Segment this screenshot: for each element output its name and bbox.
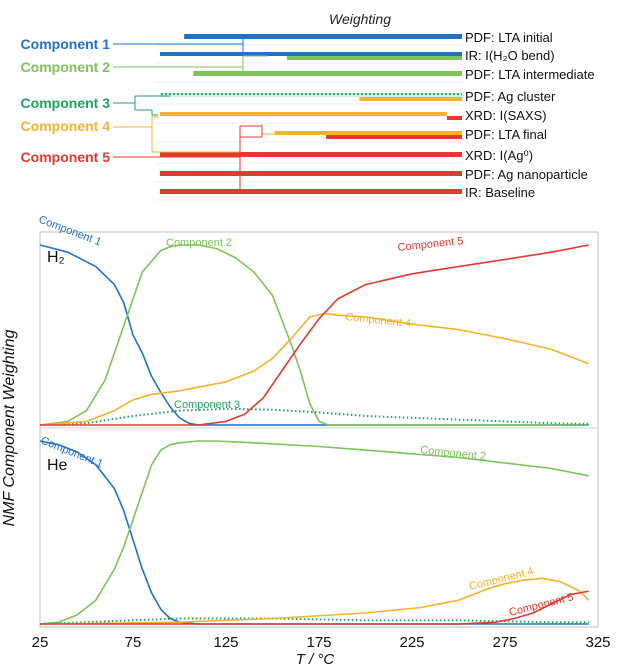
weighting-bar — [286, 56, 462, 60]
component-label: Component 3 — [21, 95, 111, 111]
leaf-label: PDF: LTA initial — [465, 30, 553, 45]
weighting-bar — [160, 93, 462, 97]
leaf-labels: PDF: LTA initial IR: I(H₂O bend) PDF: LTA … — [465, 30, 595, 200]
leaf-label: IR: I(H₂O bend) — [465, 48, 555, 63]
curve-label: Component 5 — [508, 591, 575, 619]
x-tick-label: 75 — [125, 634, 142, 651]
leaf-label: IR: Baseline — [465, 185, 535, 200]
line-chart: Component 1 Component 2 Component 3 Compone… — [1, 214, 611, 667]
weighting-bar — [326, 135, 462, 139]
component-label: Component 2 — [21, 59, 111, 75]
panel-labels: H₂ He — [47, 249, 68, 474]
curve-label: Component 2 — [420, 444, 487, 463]
series-line — [39, 440, 589, 625]
series-line — [39, 244, 589, 426]
series-line — [39, 617, 589, 625]
x-tick-label: 175 — [306, 634, 331, 651]
weighting-bar — [193, 71, 462, 76]
y-axis-label: NMF Component Weighting — [1, 329, 18, 526]
x-tick-label: 275 — [492, 634, 517, 651]
leaf-label: PDF: LTA intermediate — [465, 67, 595, 82]
weighting-bar — [160, 152, 462, 157]
leaf-label: XRD: I(Ag⁰) — [465, 148, 533, 163]
weighting-bar — [446, 116, 462, 120]
tree-branch-component-5 — [113, 125, 262, 190]
weighting-bar — [274, 131, 462, 135]
weighting-bar — [160, 112, 447, 116]
leaf-label: XRD: I(SAXS) — [465, 108, 547, 123]
panel-gas-label: He — [47, 457, 68, 474]
tree-branch-component-3-top — [151, 110, 158, 116]
tree-branch-component-3 — [113, 95, 170, 111]
dendrogram-gridlines — [155, 44, 462, 201]
component-label: Component 1 — [21, 36, 111, 52]
x-tick-label: 125 — [213, 634, 238, 651]
series-layer — [39, 244, 590, 625]
curve-label: Component 4 — [468, 565, 535, 593]
leaf-label: PDF: LTA final — [465, 127, 547, 142]
x-tick-label: 225 — [399, 634, 424, 651]
curve-labels: Component 1 Component 2 Component 3 Compone… — [37, 214, 575, 619]
tree-branch-component-4 — [113, 116, 240, 153]
series-line — [40, 590, 589, 625]
component-labels: Component 1 Component 2 Component 3 Compone… — [21, 36, 111, 165]
plot-frame — [39, 231, 599, 628]
dendrogram-tree — [113, 37, 300, 191]
tree-branch-component-1-split — [242, 37, 270, 55]
series-line — [39, 312, 589, 426]
weighting-bar — [359, 97, 462, 101]
weighting-bar — [184, 34, 462, 39]
x-tick-labels: 25 75 125 175 225 275 325 — [32, 634, 611, 651]
series-line — [39, 244, 589, 426]
curve-label: Component 5 — [397, 235, 464, 254]
series-line — [39, 577, 590, 625]
weighting-bar — [160, 189, 462, 194]
x-tick-label: 325 — [585, 634, 610, 651]
tree-branch-component-5-split — [240, 126, 290, 191]
series-line — [39, 407, 589, 426]
weighting-bar — [160, 52, 462, 56]
plot-border — [39, 231, 599, 628]
panel-2 — [39, 440, 590, 625]
x-tick-label: 25 — [32, 634, 49, 651]
x-axis-label: T / °C — [296, 651, 335, 667]
dendrogram-bars — [160, 34, 462, 194]
weighting-bar — [160, 171, 462, 176]
curve-label: Component 2 — [166, 237, 232, 249]
series-line — [39, 440, 589, 625]
curve-label: Component 3 — [174, 399, 240, 411]
tree-branch-component-2-split — [242, 55, 275, 75]
curve-label: Component 1 — [37, 214, 103, 249]
component-label: Component 4 — [21, 118, 111, 134]
leaf-label: PDF: Ag cluster — [465, 89, 556, 104]
leaf-label: PDF: Ag nanoparticle — [465, 167, 588, 182]
panel-gas-label: H₂ — [47, 249, 65, 266]
series-line — [40, 244, 589, 426]
dendrogram-header: Weighting — [329, 11, 391, 27]
component-label: Component 5 — [21, 149, 111, 165]
curve-label: Component 4 — [345, 311, 412, 330]
panel-1 — [39, 244, 589, 426]
